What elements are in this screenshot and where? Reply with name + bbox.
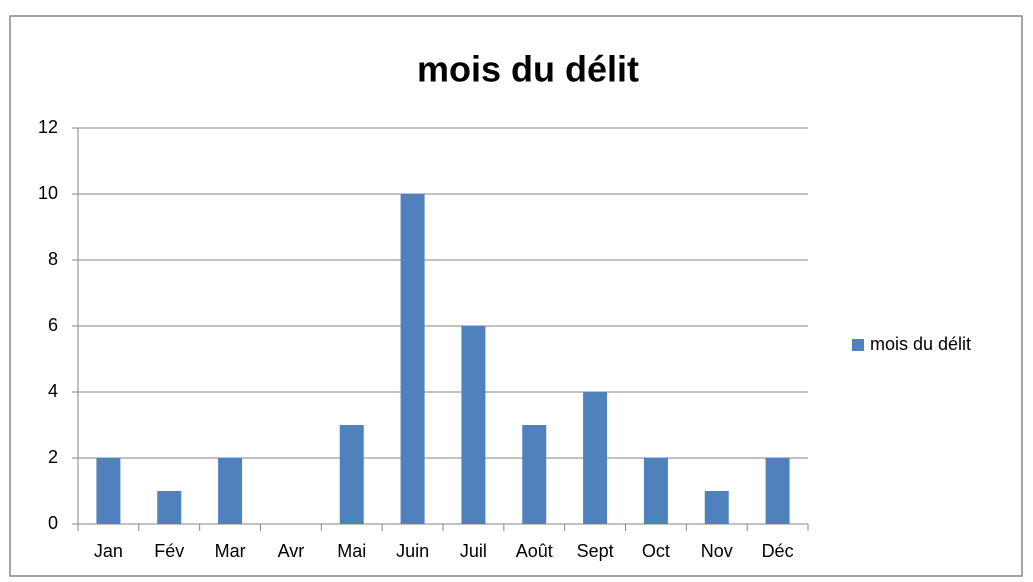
bar <box>400 194 425 524</box>
y-tick-label: 0 <box>48 513 58 533</box>
x-tick-label: Juil <box>460 541 487 561</box>
y-tick-label: 2 <box>48 447 58 467</box>
bar <box>218 458 243 524</box>
x-tick-label: Mai <box>337 541 366 561</box>
x-tick-label: Avr <box>278 541 305 561</box>
chart-title: mois du délit <box>417 49 639 90</box>
bar <box>339 425 364 524</box>
legend-label: mois du délit <box>870 334 971 354</box>
bar <box>643 458 668 524</box>
x-tick-label: Août <box>516 541 553 561</box>
bar <box>96 458 121 524</box>
x-tick-label: Déc <box>762 541 794 561</box>
bar <box>157 491 182 524</box>
x-tick-label: Jan <box>94 541 123 561</box>
x-tick-label: Nov <box>701 541 733 561</box>
bar <box>522 425 547 524</box>
x-tick-label: Sept <box>577 541 614 561</box>
bar <box>765 458 790 524</box>
chart-frame <box>9 15 1023 577</box>
y-tick-label: 6 <box>48 315 58 335</box>
y-tick-label: 10 <box>38 183 58 203</box>
y-tick-label: 8 <box>48 249 58 269</box>
y-tick-label: 12 <box>38 117 58 137</box>
legend-swatch <box>852 339 864 351</box>
y-tick-label: 4 <box>48 381 58 401</box>
x-tick-label: Mar <box>215 541 246 561</box>
x-tick-label: Juin <box>396 541 429 561</box>
bar <box>583 392 608 524</box>
x-tick-label: Fév <box>154 541 184 561</box>
bar <box>704 491 729 524</box>
x-tick-label: Oct <box>642 541 670 561</box>
bar <box>461 326 486 524</box>
